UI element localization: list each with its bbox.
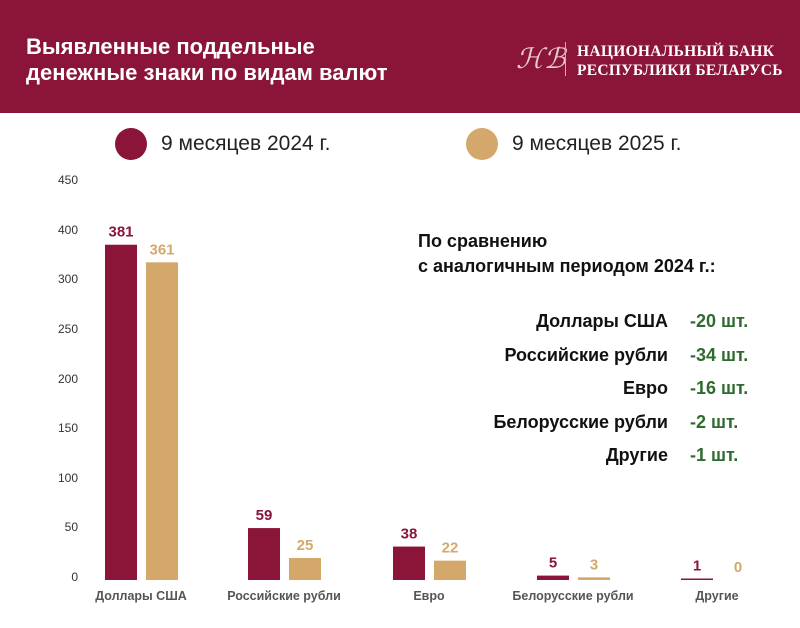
- legend-label-2024: 9 месяцев 2024 г.: [161, 132, 331, 155]
- bar: [105, 244, 137, 580]
- bar: [537, 575, 569, 580]
- data-label: 59: [256, 507, 273, 524]
- data-label: 3: [590, 556, 598, 573]
- bar: [146, 262, 178, 580]
- x-category-label: Другие: [695, 589, 738, 603]
- comparison-label: Доллары США: [536, 311, 668, 331]
- y-tick-label: 50: [64, 520, 78, 535]
- comparison-label: Белорусские рубли: [493, 411, 668, 432]
- comparison-value: -1 шт.: [690, 445, 739, 465]
- y-tick-label: 100: [57, 470, 78, 485]
- comparison-heading-line-2: с аналогичным периодом 2024 г.:: [418, 256, 716, 276]
- legend-label-2025: 9 месяцев 2025 г.: [512, 132, 682, 155]
- page-title: Выявленные поддельные денежные знаки по в…: [26, 34, 388, 86]
- comparison-label: Другие: [605, 445, 668, 465]
- data-label: 0: [734, 559, 742, 576]
- y-tick-label: 400: [57, 222, 78, 237]
- data-label: 38: [401, 526, 418, 543]
- header-banner: Выявленные поддельные денежные знаки по в…: [0, 0, 800, 113]
- comparison-value: -34 шт.: [690, 344, 749, 365]
- legend-item-2025: 9 месяцев 2025 г.: [466, 128, 681, 160]
- y-tick-label: 250: [57, 322, 78, 336]
- bar: [578, 577, 610, 580]
- logo-divider: [565, 42, 566, 76]
- y-tick-label: 300: [57, 272, 78, 287]
- comparison-label: Евро: [622, 378, 668, 398]
- data-label: 1: [693, 558, 701, 575]
- comparison-value: -16 шт.: [690, 378, 749, 398]
- bank-name: НАЦИОНАЛЬНЫЙ БАНК РЕСПУБЛИКИ БЕЛАРУСЬ: [577, 42, 783, 80]
- y-tick-label: 150: [57, 421, 78, 436]
- bar: [681, 578, 713, 580]
- bar: [289, 558, 321, 580]
- y-tick-label: 450: [57, 173, 78, 188]
- legend-dot-2024: [115, 128, 147, 160]
- data-label: 22: [442, 540, 459, 557]
- x-category-label: Доллары США: [95, 589, 187, 603]
- comparison-value: -2 шт.: [690, 411, 739, 432]
- bar: [434, 560, 466, 580]
- bank-line-2: РЕСПУБЛИКИ БЕЛАРУСЬ: [577, 62, 783, 79]
- bank-line-1: НАЦИОНАЛЬНЫЙ БАНК: [577, 43, 775, 60]
- data-label: 381: [108, 224, 133, 241]
- y-tick-label: 200: [57, 371, 78, 386]
- comparison-value: -20 шт.: [690, 311, 749, 331]
- title-line-1: Выявленные поддельные: [26, 34, 315, 59]
- legend-item-2024: 9 месяцев 2024 г.: [115, 128, 330, 160]
- title-line-2: денежные знаки по видам валют: [26, 60, 388, 85]
- x-category-label: Белорусские рубли: [512, 589, 633, 603]
- comparison-heading: По сравнению с аналогичным периодом 2024 …: [418, 229, 716, 279]
- y-tick-label: 0: [71, 570, 78, 584]
- bar: [248, 528, 280, 580]
- data-label: 361: [149, 241, 174, 258]
- x-category-label: Российские рубли: [227, 589, 341, 603]
- comparison-label: Российские рубли: [504, 344, 668, 365]
- legend-dot-2025: [466, 128, 498, 160]
- comparison-heading-line-1: По сравнению: [418, 231, 548, 251]
- x-category-label: Евро: [413, 589, 445, 603]
- bar: [393, 546, 425, 580]
- data-label: 5: [549, 555, 557, 572]
- data-label: 25: [297, 537, 314, 554]
